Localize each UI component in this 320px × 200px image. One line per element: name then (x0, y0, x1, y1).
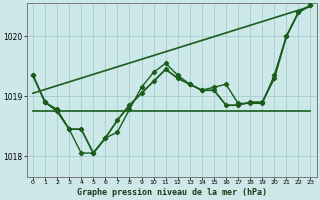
X-axis label: Graphe pression niveau de la mer (hPa): Graphe pression niveau de la mer (hPa) (77, 188, 267, 197)
